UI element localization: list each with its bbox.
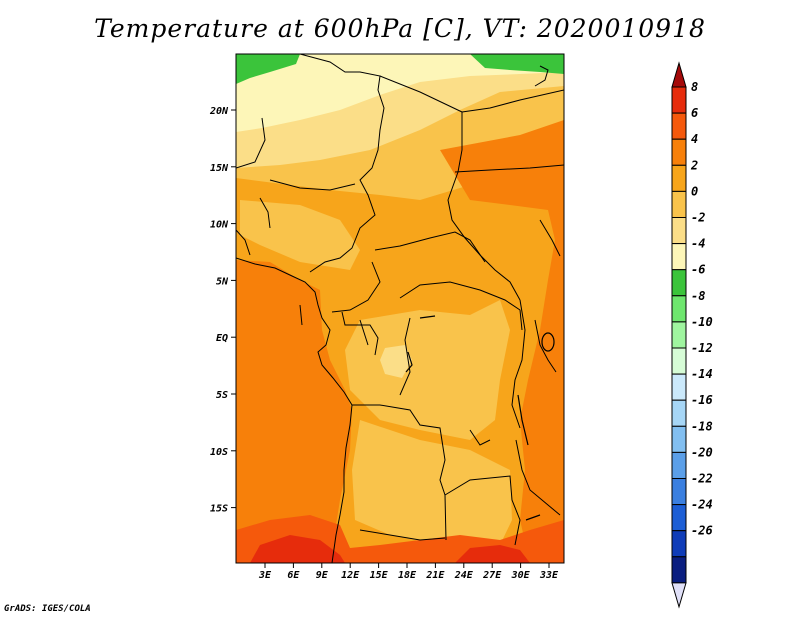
lon-label: 27E [482,570,502,581]
colorbar-label: -16 [691,393,713,407]
lon-label: 30E [511,570,531,581]
colorbar-swatch [671,425,687,453]
colorbar-swatch [671,530,687,558]
lon-label: 3E [258,570,272,581]
colorbar-swatch [671,295,687,323]
colorbar-swatch [671,164,687,192]
colorbar-label: 6 [691,106,698,120]
colorbar-swatch [671,373,687,401]
colorbar-label: -2 [691,211,705,225]
longitude-axis: 3E 6E 9E 12E 15E 18E 21E 24E 27E 30E 33E [258,563,559,581]
credit-text: GrADS: IGES/COLA [4,604,91,614]
colorbar-top-arrow [671,61,687,88]
lat-label: 15S [210,504,228,515]
colorbar-label: -6 [691,263,705,277]
lat-label: 5N [216,276,229,287]
lat-label: 10N [210,220,229,231]
lat-label: 5S [216,390,228,401]
temperature-field [236,54,564,563]
lakes [405,315,555,521]
colorbar-swatch [671,112,687,140]
lon-label: 12E [341,570,360,581]
colorbar-swatch [671,86,687,114]
latitude-axis: 20N 15N 10N 5N EQ 5S 10S 15S [209,106,236,515]
colorbar-label: -14 [691,367,713,381]
colorbar-swatch [671,347,687,375]
lon-label: 9E [316,570,329,581]
colorbar-label: -18 [691,419,713,433]
colorbar: 8 6 4 2 0 -2 -4 -6 -8 -10 -12 -14 -16 -18 -20 -22 -24 -26 [671,61,713,609]
colorbar-swatch [671,504,687,532]
colorbar-swatch [671,478,687,506]
colorbar-swatch [671,451,687,479]
colorbar-label: 0 [691,184,698,198]
country-borders [236,54,564,563]
lat-label: 10S [210,447,228,458]
colorbar-swatch [671,138,687,166]
map-title: Temperature at 600hPa [C], VT: 202001091… [94,14,706,43]
colorbar-label: -22 [691,472,713,486]
colorbar-swatch [671,399,687,427]
colorbar-swatch [671,190,687,218]
colorbar-label: 4 [691,132,698,146]
lat-label: 20N [209,106,229,117]
map-frame [235,53,565,564]
colorbar-label: -12 [691,341,713,355]
colorbar-label: -4 [691,237,705,251]
lat-label: 15N [210,163,229,174]
colorbar-swatch [671,269,687,297]
colorbar-label: -20 [691,445,713,459]
colorbar-swatch [671,243,687,271]
colorbar-label: -10 [691,315,713,329]
colorbar-label: -8 [691,289,705,303]
lat-label: EQ [216,333,228,344]
lon-label: 33E [539,570,559,581]
lon-label: 24E [454,570,474,581]
colorbar-swatch [671,556,687,584]
lon-label: 6E [287,570,300,581]
lon-label: 18E [398,570,417,581]
colorbar-bottom-arrow [671,582,687,609]
colorbar-label: 8 [691,80,698,94]
colorbar-swatch [671,321,687,349]
colorbar-label: -26 [691,524,713,538]
colorbar-swatch [671,217,687,245]
lon-label: 15E [370,570,389,581]
colorbar-label: -24 [691,498,713,512]
colorbar-label: 2 [690,158,698,172]
lon-label: 21E [425,570,445,581]
